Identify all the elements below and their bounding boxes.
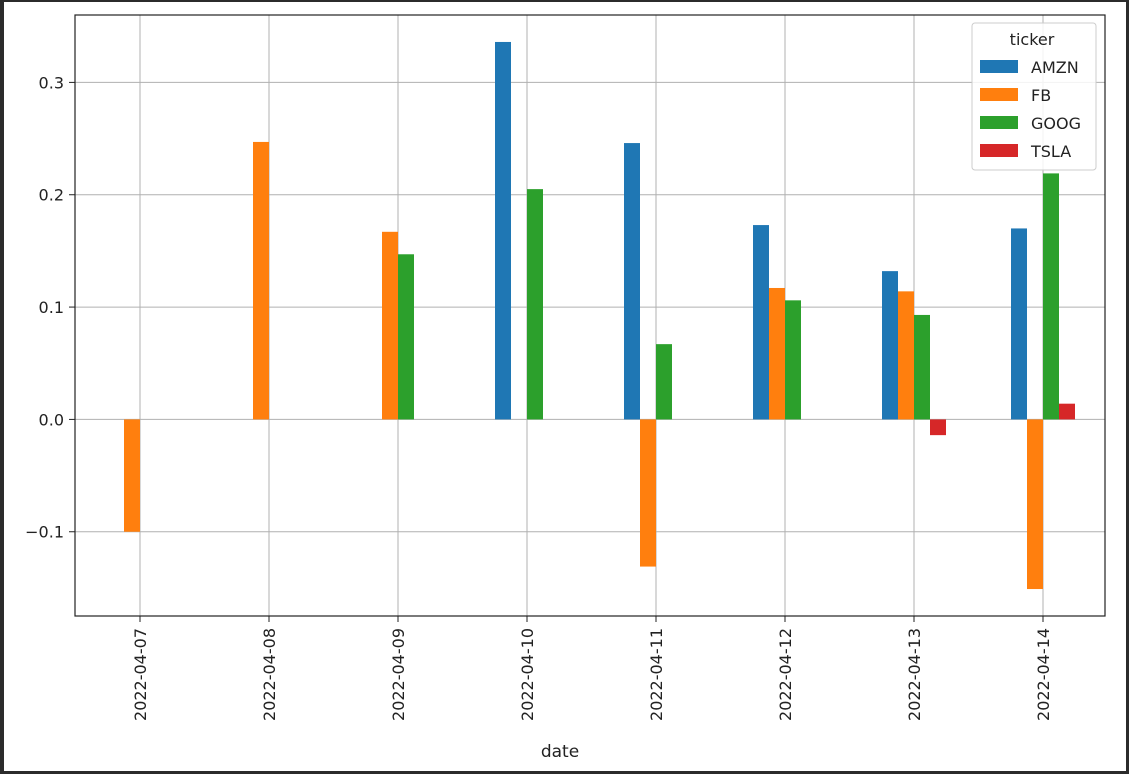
bar-amzn-2022-04-12 — [753, 225, 769, 420]
legend-label-goog: GOOG — [1031, 114, 1081, 133]
bar-goog-2022-04-14 — [1043, 173, 1059, 420]
y-tick-label: 0.0 — [39, 410, 64, 429]
y-tick-label: 0.1 — [39, 298, 64, 317]
legend-label-tsla: TSLA — [1030, 142, 1071, 161]
bar-fb-2022-04-13 — [898, 291, 914, 420]
bar-amzn-2022-04-13 — [882, 271, 898, 420]
x-axis-title: date — [541, 742, 579, 762]
bar-fb-2022-04-14 — [1027, 419, 1043, 590]
bar-chart: −0.1 0.0 0.1 0.2 0.3 2022-04-07 2022-04-08 2022… — [25, 14, 1106, 762]
legend-label-fb: FB — [1031, 86, 1051, 105]
y-tick-label: −0.1 — [25, 523, 64, 542]
bar-goog-2022-04-12 — [785, 300, 801, 420]
bar-amzn-2022-04-10 — [495, 41, 511, 420]
axes: −0.1 0.0 0.1 0.2 0.3 2022-04-07 2022-04-08 2022… — [25, 14, 1106, 762]
bar-goog-2022-04-11 — [656, 344, 672, 420]
legend-swatch-fb — [980, 88, 1018, 101]
legend-swatch-goog — [980, 116, 1018, 129]
legend-label-amzn: AMZN — [1031, 58, 1079, 77]
bar-goog-2022-04-10 — [527, 189, 543, 420]
x-tick-label: 2022-04-14 — [1034, 628, 1053, 721]
bar-amzn-2022-04-11 — [624, 143, 640, 420]
legend-title: ticker — [1010, 30, 1055, 49]
legend-swatch-amzn — [980, 60, 1018, 73]
chart-canvas: −0.1 0.0 0.1 0.2 0.3 2022-04-07 2022-04-08 2022… — [4, 2, 1126, 771]
x-tick-label: 2022-04-08 — [260, 628, 279, 721]
bar-goog-2022-04-13 — [914, 314, 930, 420]
x-tick-label: 2022-04-12 — [776, 628, 795, 721]
legend: ticker AMZN FB GOOG TSLA — [971, 22, 1097, 171]
bar-fb-2022-04-11 — [640, 419, 656, 567]
legend-swatch-tsla — [980, 144, 1018, 157]
x-tick-label: 2022-04-11 — [647, 628, 666, 721]
x-tick-label: 2022-04-10 — [518, 628, 537, 721]
bar-goog-2022-04-09 — [398, 254, 414, 420]
x-tick-label: 2022-04-13 — [905, 628, 924, 721]
bar-fb-2022-04-08 — [253, 141, 269, 420]
legend-box — [971, 22, 1097, 171]
bar-fb-2022-04-09 — [382, 231, 398, 420]
y-tick-label: 0.2 — [39, 186, 64, 205]
x-tick-label: 2022-04-07 — [131, 628, 150, 721]
bar-fb-2022-04-07 — [124, 419, 140, 532]
y-tick-label: 0.3 — [39, 73, 64, 92]
grid — [75, 15, 1105, 616]
bar-tsla-2022-04-14 — [1059, 403, 1075, 420]
bar-tsla-2022-04-13 — [930, 419, 946, 436]
bars — [124, 41, 1075, 590]
bar-fb-2022-04-12 — [769, 287, 785, 420]
plot-frame — [74, 14, 1106, 617]
x-tick-label: 2022-04-09 — [389, 628, 408, 721]
bar-amzn-2022-04-14 — [1011, 228, 1027, 420]
